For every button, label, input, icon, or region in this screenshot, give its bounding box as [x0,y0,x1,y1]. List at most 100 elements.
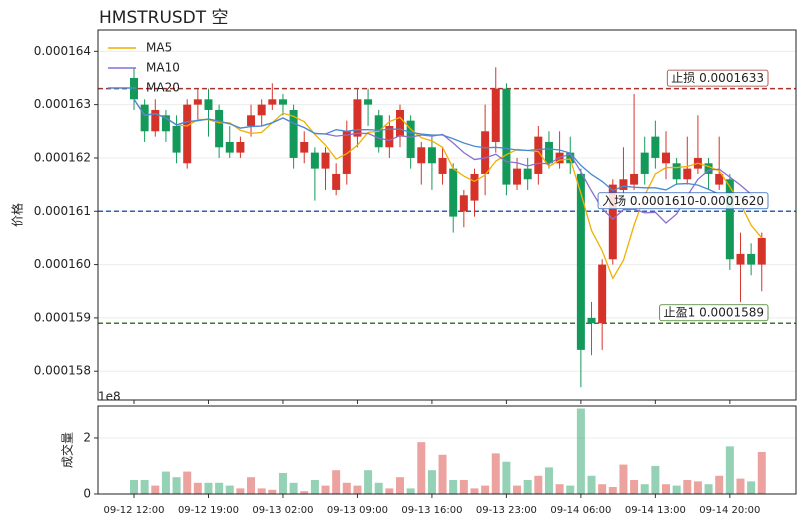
candle-body [513,168,522,185]
candle-body [619,179,628,190]
x-tick-label: 09-12 19:00 [178,505,239,516]
candle-body [736,253,745,265]
volume-bar [193,482,202,494]
volume-bar [651,465,660,494]
candle-body [172,125,181,153]
volume-bar [257,488,266,494]
volume-bar [555,484,564,494]
volume-bar [704,484,713,494]
volume-bar [130,479,138,494]
level-label: 止盈1 0.0001589 [664,306,764,320]
candle-body [566,152,575,164]
candle-body [215,109,224,148]
candle-body [278,99,287,105]
volume-bar [151,485,160,494]
candle-body [459,195,468,212]
volume-bar [502,461,511,494]
candle-body [396,109,404,137]
candle-body [183,104,192,164]
candle-body [534,136,543,174]
y-tick-label: 0.000162 [34,150,91,164]
candle-body [523,168,532,180]
chart-title: HMSTRUSDT 空 [99,8,229,28]
volume-bar [278,472,287,494]
volume-bar [268,489,277,494]
volume-frame [97,405,797,495]
candle-body [289,109,298,158]
y-tick-label: 0.000164 [34,44,91,58]
candle-body [598,264,607,324]
volume-bar [406,488,415,494]
candle-body [140,104,149,132]
x-tick-label: 09-13 16:00 [401,505,462,516]
volume-bar [289,482,298,494]
candle-body [193,99,202,105]
volume-bar [534,475,543,494]
candle-body [342,131,351,174]
volume-bar [215,482,224,494]
x-tick-label: 09-14 06:00 [550,505,611,516]
candle-body [640,152,649,174]
volume-bar [247,477,256,494]
candle-body [630,173,639,185]
candle-body [576,173,585,350]
volume-bar [353,485,362,494]
volume-bar [417,442,426,494]
candle-body [385,125,394,148]
volume-bar [523,479,532,494]
candle-body [502,88,511,185]
volume-bar [491,453,500,494]
candle-body [438,157,447,174]
candle-body [747,253,756,265]
volume-bar [544,467,553,494]
x-tick-label: 09-13 02:00 [252,505,313,516]
candle-body [683,168,692,180]
ma-line [133,98,763,280]
volume-bar [683,479,692,494]
candle-body [481,131,490,174]
candle-body [247,115,256,126]
candle-body [204,99,213,110]
volume-bar [332,470,341,494]
volume-bar [449,479,458,494]
candle-body [268,99,277,105]
candle-body [757,237,766,265]
x-tick-label: 09-13 23:00 [476,505,537,516]
candle-body [587,317,596,324]
ma-line [133,98,762,208]
volume-bar [364,470,373,494]
level-label-box [659,304,769,322]
candle-body [427,147,436,164]
candle-body [470,173,479,201]
y-tick-label: 0.000158 [34,364,91,378]
candle-body [151,109,160,132]
volume-bar [757,451,766,494]
volume-bar [672,485,681,494]
volume-bar [481,485,490,494]
volume-bar [747,481,756,494]
candle-body [236,141,245,153]
candle-body [449,168,458,217]
candle-body [704,163,713,174]
volume-bar [342,482,351,494]
level-label-box [666,69,769,87]
y-tick-label: 2 [83,430,91,444]
volume-bar [662,484,670,494]
legend-label: MA10 [146,61,180,75]
volume-bar [587,475,596,494]
x-tick-label: 09-12 12:00 [103,505,164,516]
volume-bar [427,470,436,494]
x-tick-label: 09-13 09:00 [327,505,388,516]
y-tick-label: 0.000159 [34,310,91,324]
y-tick-label: 0.000163 [34,97,91,111]
volume-bar [385,488,394,494]
candle-body [321,152,330,169]
volume-bar [321,485,330,494]
volume-bar [566,485,575,494]
candle-body [257,104,266,116]
volume-bar [300,491,309,494]
level-label: 入场 0.0001610-0.0001620 [602,194,764,208]
candle-body [406,120,415,158]
volume-bar [693,481,702,494]
